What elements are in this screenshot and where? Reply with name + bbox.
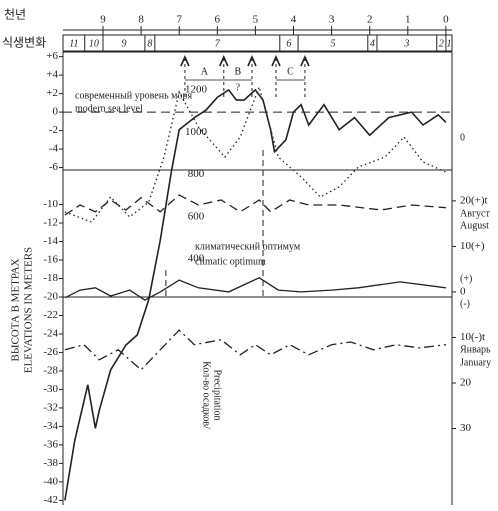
y-tick-label: -12 [43,217,58,229]
annotation: климатический оптимум [195,241,301,252]
series-line [64,277,446,301]
zone-label: 1 [446,38,451,49]
zone-label: 4 [370,38,375,49]
y2-tick-label: 10(-)t [460,331,485,343]
period-label: B [235,66,242,77]
x-axis-title: 천년 [4,7,26,22]
y3-tick-label: 800 [188,168,205,180]
series-line [64,194,446,216]
annotation: climatic optimum [195,256,266,267]
y-tick-label: +4 [46,69,58,81]
annotation: (-) [460,298,470,309]
period-note: ? [236,82,241,93]
x-tick-label: 9 [100,14,106,26]
y3-tick-label: 1200 [185,84,208,96]
event-arrow [247,55,257,67]
series-line [64,88,447,501]
event-arrow [219,55,229,67]
vegetation-title: 식생변화 [2,36,46,50]
x-tick-label: 2 [367,14,373,26]
y-tick-label: 0 [53,106,59,118]
zone-label: 8 [147,38,152,49]
x-tick-label: 3 [329,14,335,26]
y-tick-label: -14 [43,235,58,247]
annotation: 0 [460,132,465,143]
y-tick-label: -28 [43,364,58,376]
y3-axis-title: Precipitation [212,369,223,420]
y2-tick-label: 20(+)t [460,194,488,206]
y-tick-label: -36 [43,438,58,450]
y2-tick-label: 20 [460,377,472,389]
event-arrow [180,55,190,67]
zone-label: 11 [69,38,78,49]
y-tick-label: -26 [43,346,58,358]
y-tick-label: -34 [43,420,58,432]
period-label: C [287,66,294,77]
y-tick-label: -16 [43,254,58,266]
x-tick-label: 0 [443,14,449,26]
y-tick-label: -10 [43,198,58,210]
y-tick-label: -24 [43,328,58,340]
y-axis-title: ELEVATIONS IN METERS [23,247,35,373]
y-tick-label: -32 [43,401,58,413]
annotation: современный уровень моря [75,90,192,101]
y3-tick-label: 400 [188,253,205,265]
zone-label: 10 [89,38,99,49]
annotation: (+) [460,273,472,284]
event-arrow [271,55,281,67]
x-tick-label: 8 [138,14,144,26]
y-tick-label: -40 [43,475,58,487]
zone-label: 9 [121,38,126,49]
x-tick-label: 4 [291,14,297,26]
y3-tick-label: 600 [188,210,205,222]
y-tick-label: -20 [43,291,58,303]
zone-label: 5 [330,38,335,49]
annotation: Январь [460,344,491,355]
annotation: January [460,357,491,368]
zone-label: 7 [215,38,221,49]
annotation: Август [460,208,490,219]
y-tick-label: +6 [46,50,58,62]
zone-label: 3 [403,38,409,49]
y3-axis-title: Кол-во осадков/ [201,361,212,429]
y-tick-label: -38 [43,457,58,469]
x-tick-label: 7 [176,14,182,26]
y2-tick-label: 10(+) [460,240,485,252]
x-tick-label: 6 [215,14,221,26]
y-tick-label: -22 [43,309,58,321]
annotation: modern sea level [75,103,143,114]
y2-tick-label: 0 [460,285,466,297]
period-label: A [201,66,209,77]
y-tick-label: -42 [43,494,58,506]
y-axis-title: ВЫСОТА В МЕТРАХ [10,258,22,361]
x-tick-label: 5 [253,14,259,26]
y-tick-label: +2 [46,87,58,99]
y-tick-label: -2 [49,124,58,136]
vegetation-row [62,34,453,52]
zone-label: 6 [286,38,291,49]
y-tick-label: -6 [49,161,59,173]
series-line [64,329,446,371]
annotation: August [460,220,489,231]
zone-label: 2 [439,38,444,49]
y-tick-label: -30 [43,383,58,395]
y3-tick-label: 1000 [185,126,208,138]
y-tick-label: -18 [43,272,58,284]
x-tick-label: 1 [405,14,411,26]
event-arrow [300,55,310,67]
y-tick-label: -4 [49,143,59,155]
y2-tick-label: 30 [460,422,472,434]
